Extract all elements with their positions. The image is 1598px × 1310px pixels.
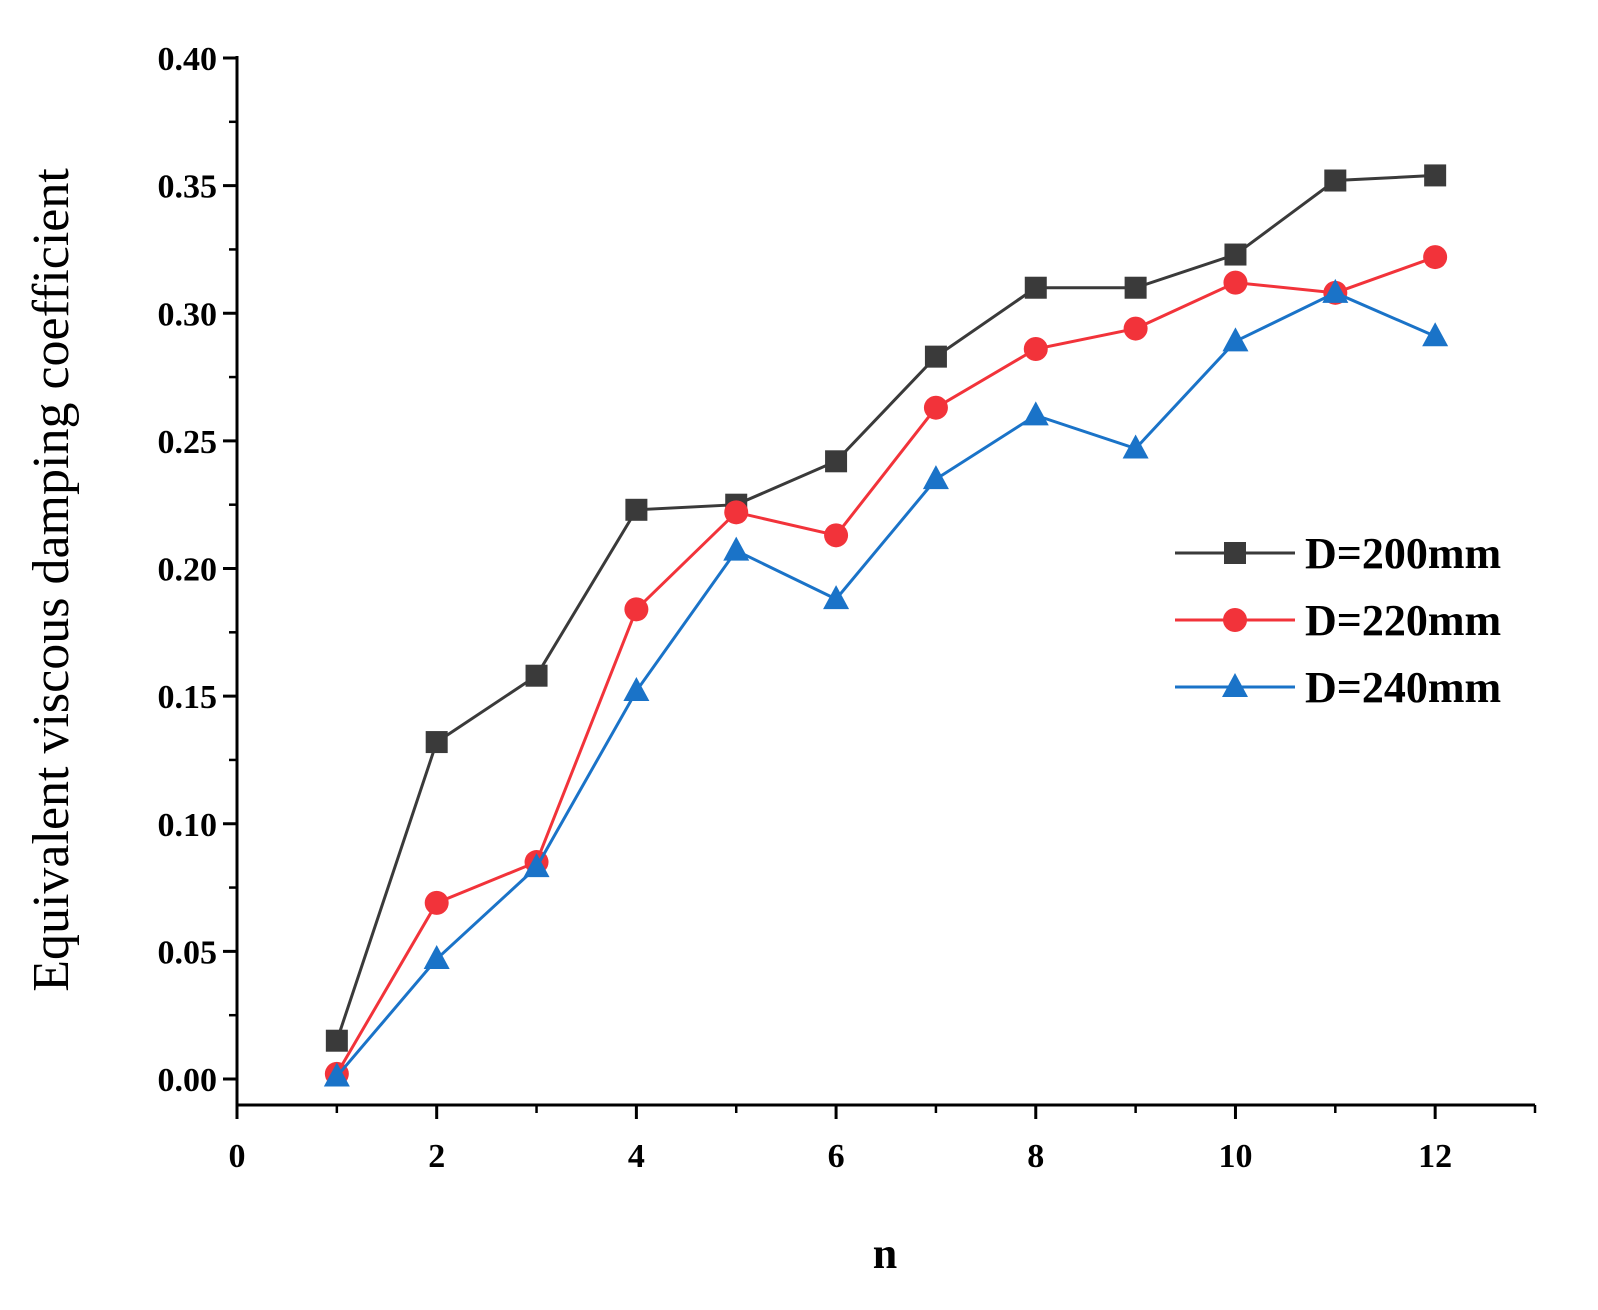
data-point <box>1424 164 1447 187</box>
legend-marker <box>1224 542 1246 564</box>
data-point <box>1223 270 1248 295</box>
data-point <box>1024 276 1047 299</box>
x-tick-label: 4 <box>628 1138 645 1175</box>
data-point <box>1123 316 1148 341</box>
data-point <box>1322 278 1349 303</box>
data-point <box>922 465 949 490</box>
y-axis-title: Equivalent viscous damping coefficient <box>23 168 80 992</box>
data-point <box>923 395 948 420</box>
data-point <box>523 853 550 878</box>
x-tick-label: 8 <box>1027 1138 1044 1175</box>
data-point <box>1222 327 1249 352</box>
data-point <box>1122 434 1149 459</box>
x-tick-label: 2 <box>428 1138 445 1175</box>
data-point <box>625 498 648 521</box>
legend-marker <box>1223 608 1247 632</box>
series-layer <box>323 164 1449 1087</box>
data-point <box>724 500 749 525</box>
data-point <box>423 945 450 970</box>
legend-item: D=220mm <box>1175 596 1501 645</box>
data-point <box>1324 169 1347 192</box>
data-point <box>825 450 848 473</box>
data-point <box>1423 245 1448 270</box>
x-tick-label: 10 <box>1218 1138 1252 1175</box>
legend-label: D=240mm <box>1305 663 1501 712</box>
data-point <box>623 677 650 702</box>
legend: D=200mm D=220mm D=240mm <box>1175 529 1501 712</box>
x-axis-title: n <box>873 1229 897 1278</box>
legend-item: D=240mm <box>1175 663 1501 712</box>
data-point <box>1023 336 1048 361</box>
data-point <box>1124 276 1147 299</box>
data-point <box>924 345 947 368</box>
y-tick-label: 0.25 <box>158 424 218 461</box>
data-point <box>823 585 850 610</box>
data-point <box>323 1062 350 1087</box>
y-tick-label: 0.40 <box>158 41 218 78</box>
data-point <box>525 664 548 687</box>
data-point <box>424 890 449 915</box>
series-D=200mm <box>325 164 1447 1052</box>
legend-item: D=200mm <box>1175 529 1501 578</box>
y-tick-label: 0.05 <box>158 934 218 971</box>
x-tick-label: 0 <box>229 1138 246 1175</box>
data-point <box>624 597 649 622</box>
legend-label: D=200mm <box>1305 529 1501 578</box>
legend-marker <box>1222 673 1248 697</box>
y-tick-label: 0.00 <box>158 1062 218 1099</box>
data-point <box>1422 322 1449 347</box>
data-point <box>1022 401 1049 426</box>
data-point <box>824 523 849 548</box>
legend-label: D=220mm <box>1305 596 1501 645</box>
y-tick-label: 0.30 <box>158 296 218 333</box>
series-line <box>335 291 1436 1078</box>
data-point <box>1224 243 1247 266</box>
y-tick-label: 0.35 <box>158 169 218 206</box>
series-D=240mm <box>323 278 1449 1087</box>
axes: 0.00 0.05 0.10 0.15 0.20 0.25 0.30 0.35 0.40 0 2 4 6… <box>158 41 1537 1175</box>
data-point <box>425 731 448 754</box>
y-tick-label: 0.15 <box>158 679 218 716</box>
data-point <box>723 536 750 561</box>
y-tick-label: 0.10 <box>158 807 218 844</box>
x-tick-label: 6 <box>828 1138 845 1175</box>
x-tick-label: 12 <box>1418 1138 1452 1175</box>
y-tick-label: 0.20 <box>158 552 218 589</box>
series-line <box>335 255 1436 1075</box>
data-point <box>325 1029 348 1052</box>
series-line <box>335 173 1436 1042</box>
series-D=220mm <box>324 245 1448 1086</box>
